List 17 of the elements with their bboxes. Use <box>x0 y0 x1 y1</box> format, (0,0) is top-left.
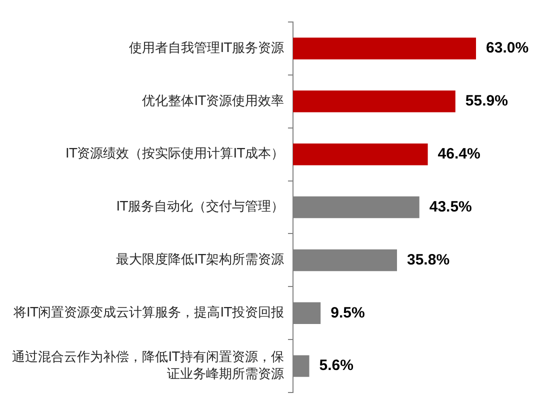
y-tick-label: IT资源绩效（按实际使用计算IT成本） <box>65 146 284 162</box>
bar <box>293 143 428 166</box>
data-label: 5.6% <box>319 357 354 374</box>
bar <box>293 90 456 112</box>
y-tick-label: 将IT闲置资源变成云计算服务，提高IT投资回报 <box>12 304 284 321</box>
data-label: 35.8% <box>406 251 450 268</box>
data-label: 55.9% <box>465 92 508 110</box>
data-label: 9.5% <box>330 304 365 322</box>
data-label: 63.0% <box>486 40 529 57</box>
bar <box>293 38 476 60</box>
y-tick-label: 使用者自我管理IT服务资源 <box>129 40 284 56</box>
y-tick-label: IT服务自动化（交付与管理） <box>116 198 284 215</box>
data-label: 43.5% <box>429 198 472 216</box>
y-tick-label: 优化整体IT资源使用效率 <box>142 92 284 109</box>
y-tick-label: 通过混合云作为补偿，降低IT持有闲置资源，保证业务峰期所需资源 <box>12 350 284 382</box>
y-tick-label: 最大限度降低IT架构所需资源 <box>116 252 284 268</box>
data-label: 46.4% <box>438 145 480 162</box>
